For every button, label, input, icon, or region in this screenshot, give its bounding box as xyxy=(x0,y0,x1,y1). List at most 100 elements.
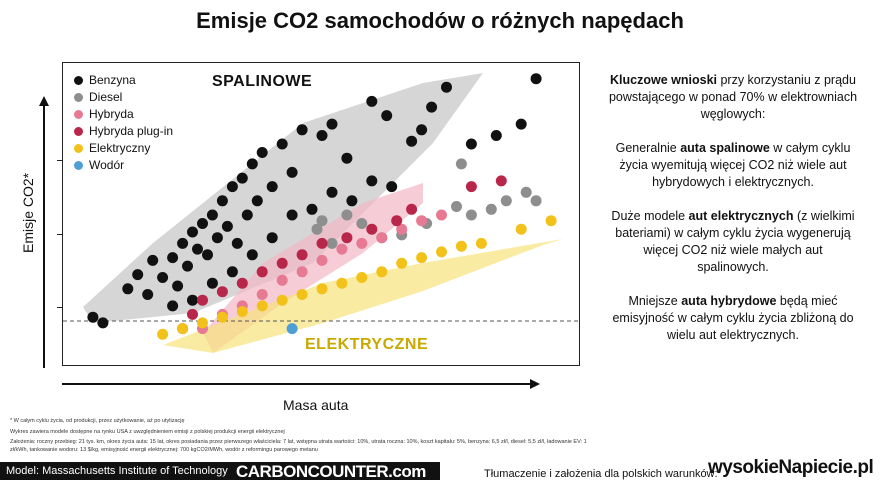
data-point-benzyna xyxy=(266,232,278,244)
data-point-hybryda-plug-in xyxy=(276,257,288,269)
legend-label: Elektryczny xyxy=(89,141,151,155)
data-point-elektryczny xyxy=(336,277,348,289)
data-point-hybryda-plug-in xyxy=(341,232,353,244)
footnote-3: Założenia: roczny przebieg: 21 tys. km, … xyxy=(10,439,587,453)
key-findings: Kluczowe wnioski przy korzystaniu z prąd… xyxy=(608,72,858,361)
footnotes: * W całym cyklu życia, od produkcji, prz… xyxy=(10,418,590,457)
data-point-benzyna xyxy=(122,283,134,295)
data-point-hybryda-plug-in xyxy=(236,277,248,289)
data-point-benzyna xyxy=(256,147,268,158)
finding-bold: aut elektrycznych xyxy=(688,209,794,223)
data-point-elektryczny xyxy=(256,300,268,312)
finding-electric: Duże modele aut elektrycznych (z wielkim… xyxy=(608,208,858,276)
data-point-benzyna xyxy=(147,254,159,266)
data-point-benzyna xyxy=(326,118,338,130)
legend-item-diesel: Diesel xyxy=(74,89,173,106)
data-point-hybryda xyxy=(316,254,328,266)
legend-label: Wodór xyxy=(89,158,125,172)
legend-label: Diesel xyxy=(89,90,123,104)
legend-item-elektryczny: Elektryczny xyxy=(74,140,173,157)
data-point-benzyna xyxy=(426,101,438,113)
footer-translation-credit: Tłumaczenie i założenia dla polskich war… xyxy=(484,468,718,480)
data-point-hybryda-plug-in xyxy=(216,286,228,298)
legend-label: Hybryda plug-in xyxy=(89,124,174,138)
data-point-benzyna xyxy=(286,166,298,178)
data-point-benzyna xyxy=(341,152,353,164)
annotation-spalinowe: SPALINOWE xyxy=(212,73,313,90)
finding-text: (z wielkimi bateriami) w całym cyklu życ… xyxy=(615,209,855,274)
data-point-hybryda xyxy=(396,223,408,235)
data-point-benzyna xyxy=(197,218,208,229)
wysokienapiecie-logo[interactable]: wysokieNapiecie.pl xyxy=(708,457,874,478)
data-point-hybryda xyxy=(436,209,447,221)
data-point-hybryda-plug-in xyxy=(406,203,418,215)
data-point-elektryczny xyxy=(376,266,388,278)
data-point-benzyna xyxy=(241,209,253,221)
data-point-benzyna xyxy=(346,195,358,207)
data-point-benzyna xyxy=(187,226,198,238)
finding-text: będą mieć emisyjność w całym cyklu życia… xyxy=(612,294,854,342)
data-point-hybryda xyxy=(416,215,428,227)
legend-label: Benzyna xyxy=(89,73,136,87)
data-point-benzyna xyxy=(266,181,278,193)
data-point-diesel xyxy=(316,215,328,227)
data-point-benzyna xyxy=(236,172,248,184)
data-point-elektryczny xyxy=(316,283,328,295)
data-point-diesel xyxy=(451,201,462,212)
chart-plot-area xyxy=(62,62,580,366)
data-point-benzyna xyxy=(490,130,502,141)
legend-dot xyxy=(74,110,83,119)
finding-text: w całym cyklu życia wyemitują więcej CO2… xyxy=(619,141,851,189)
data-point-elektryczny xyxy=(356,272,368,283)
footnote-1: * W całym cyklu życia, od produkcji, prz… xyxy=(10,418,185,424)
data-point-diesel xyxy=(341,209,353,221)
footer-model-credit: Model: Massachusetts Institute of Techno… xyxy=(6,465,228,477)
footnote-2: Wykres zawiera modele dostępne na rynku … xyxy=(10,428,285,435)
data-point-benzyna xyxy=(206,209,218,221)
data-point-wod-r xyxy=(286,323,298,335)
data-point-hybryda xyxy=(276,274,288,286)
data-point-hybryda xyxy=(336,243,348,255)
data-point-hybryda-plug-in xyxy=(366,223,378,235)
data-point-hybryda-plug-in xyxy=(316,237,328,249)
data-point-benzyna xyxy=(316,130,328,141)
legend-item-plugin: Hybryda plug-in xyxy=(74,123,173,140)
annotation-elektryczne: ELEKTRYCZNE xyxy=(305,336,429,353)
data-point-hybryda-plug-in xyxy=(465,181,477,193)
data-point-benzyna xyxy=(187,294,198,306)
footer-source-bar: Model: Massachusetts Institute of Techno… xyxy=(0,462,440,481)
data-point-elektryczny xyxy=(416,252,428,264)
finding-combustion: Generalnie auta spalinowe w całym cyklu … xyxy=(608,140,858,191)
data-point-benzyna xyxy=(406,135,418,147)
data-point-benzyna xyxy=(87,311,99,323)
data-point-benzyna xyxy=(416,124,428,136)
legend-item-benzyna: Benzyna xyxy=(74,72,173,89)
data-point-hybryda-plug-in xyxy=(197,294,208,306)
data-point-hybryda-plug-in xyxy=(495,175,507,187)
data-point-benzyna xyxy=(221,220,233,232)
legend-item-hybryda: Hybryda xyxy=(74,106,173,123)
finding-intro-text: przy korzystaniu z prądu powstającego w … xyxy=(608,73,858,121)
data-point-benzyna xyxy=(246,158,258,170)
finding-bold: auta spalinowe xyxy=(680,141,770,155)
carboncounter-logo[interactable]: CARBONCOUNTER.com xyxy=(236,462,426,481)
data-point-benzyna xyxy=(246,249,258,261)
data-point-hybryda-plug-in xyxy=(256,266,268,278)
data-point-elektryczny xyxy=(515,223,527,235)
data-point-hybryda xyxy=(376,232,388,244)
finding-text: Mniejsze xyxy=(628,294,682,308)
data-point-benzyna xyxy=(97,317,109,329)
data-point-benzyna xyxy=(276,138,288,150)
data-point-benzyna xyxy=(381,110,393,122)
data-point-diesel xyxy=(326,237,338,249)
data-point-elektryczny xyxy=(236,306,248,318)
data-point-benzyna xyxy=(132,269,144,281)
data-point-elektryczny xyxy=(545,215,557,227)
data-point-elektryczny xyxy=(216,311,228,323)
finding-intro: Kluczowe wnioski przy korzystaniu z prąd… xyxy=(608,72,858,123)
legend-dot xyxy=(74,93,83,102)
data-point-benzyna xyxy=(167,252,179,264)
y-axis-label: Emisje CO2* xyxy=(20,172,36,253)
data-point-benzyna xyxy=(286,209,298,221)
data-point-elektryczny xyxy=(475,237,487,249)
